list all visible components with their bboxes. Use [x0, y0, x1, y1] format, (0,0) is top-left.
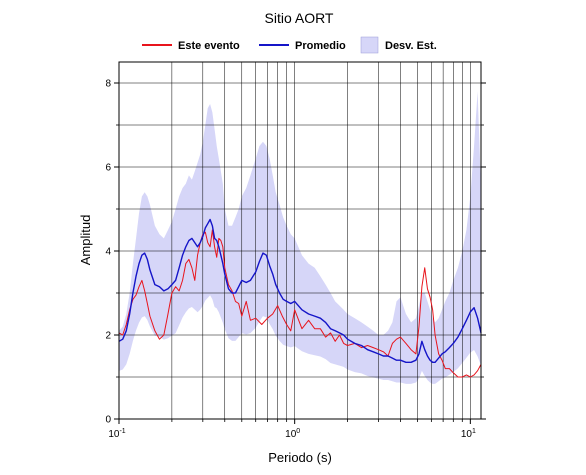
legend-item-promedio: Promedio: [259, 40, 346, 52]
y-tick-label: 4: [105, 247, 111, 258]
std-band: [119, 91, 481, 384]
legend: Este evento Promedio Desv. Est.: [142, 36, 437, 54]
y-tick-label: 8: [105, 79, 111, 90]
y-tick-label: 0: [105, 415, 111, 426]
series-layer: [118, 218, 482, 378]
y-axis-label: Amplitud: [78, 215, 93, 266]
legend-label-este-evento: Este evento: [178, 40, 240, 52]
std-band-layer: [119, 91, 481, 384]
x-tick-label: 100: [285, 428, 300, 440]
legend-item-este-evento: Este evento: [142, 40, 240, 52]
chart-title: Sitio AORT: [265, 10, 334, 26]
legend-label-promedio: Promedio: [295, 40, 346, 52]
tick-layer: 0 2 4 6 8 10-1 100 101: [105, 79, 486, 440]
legend-swatch-desv-est: [360, 36, 379, 54]
series-line-este-evento: [118, 229, 482, 378]
y-tick-label: 2: [105, 331, 111, 342]
x-tick-label: 101: [461, 428, 476, 440]
plot-frame: [118, 61, 482, 420]
y-tick-label: 6: [105, 163, 111, 174]
series-line-promedio: [118, 218, 482, 363]
x-axis-label: Periodo (s): [268, 450, 332, 465]
legend-item-desv-est: Desv. Est.: [360, 36, 437, 54]
legend-label-desv-est: Desv. Est.: [385, 40, 437, 52]
grid-layer: [119, 62, 481, 419]
x-tick-label: 10-1: [108, 428, 125, 440]
